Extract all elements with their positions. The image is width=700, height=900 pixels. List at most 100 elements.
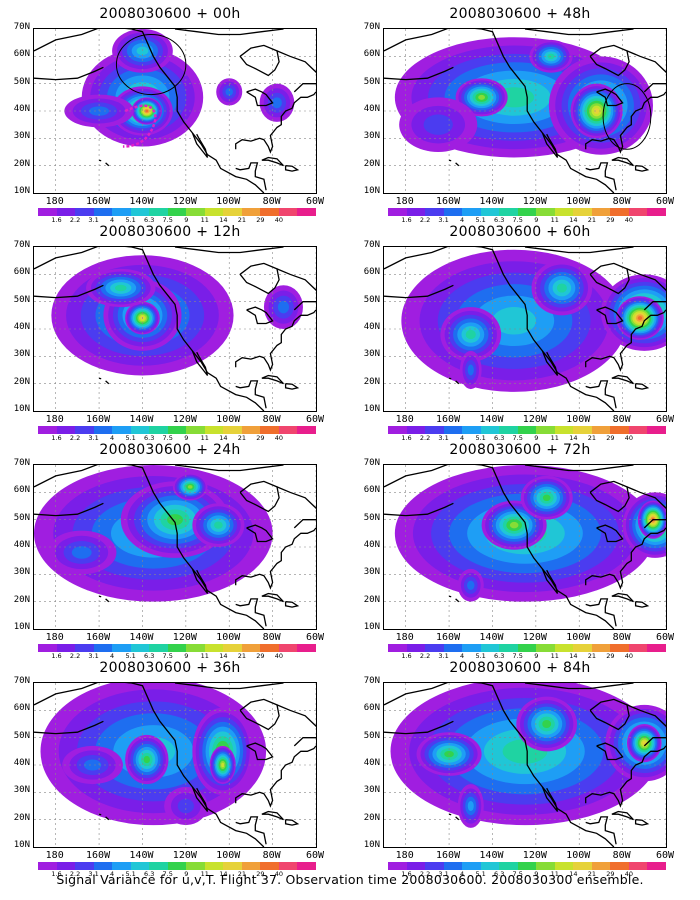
coastline: [611, 156, 634, 167]
coastline: [384, 683, 615, 847]
colorbar-swatch: [610, 644, 629, 652]
colorbar-tick-label: 1.6: [51, 434, 62, 442]
coastline: [596, 742, 624, 761]
colorbar-swatch: [149, 862, 168, 870]
variance-contour: [542, 720, 552, 728]
colorbar-tick-label: 6.3: [144, 216, 155, 224]
coastline: [98, 159, 102, 162]
colorbar-swatch: [425, 862, 444, 870]
colorbar-ticks: 1.6 2.2 3.1 4 5.1 6.3 7.5 9 11 14 21 29 40: [388, 434, 666, 444]
colorbar-swatch: [591, 644, 611, 652]
lat-tick-label: 10N: [363, 622, 380, 632]
colorbar-swatch: [297, 208, 316, 216]
lon-tick-label: 120W: [522, 632, 547, 643]
colorbar-swatch: [462, 862, 481, 870]
lat-tick-label: 10N: [363, 186, 380, 196]
colorbar-swatch: [462, 644, 481, 652]
coastline: [589, 698, 630, 731]
lon-tick-label: 120W: [172, 196, 197, 207]
lon-tick-label: 120W: [172, 632, 197, 643]
colorbar-ticks: 1.6 2.2 3.1 4 5.1 6.3 7.5 9 11 14 21 29 40: [38, 870, 316, 880]
colorbar-swatch: [406, 208, 426, 216]
variance-contour: [71, 546, 92, 559]
coastline: [191, 132, 209, 158]
colorbar-swatch: [149, 208, 168, 216]
colorbar-tick-label: 5.1: [475, 652, 486, 660]
lon-tick-label: 140W: [129, 632, 154, 643]
colorbar-tick-label: 2.2: [69, 870, 81, 878]
lon-tick-label: 100W: [566, 632, 591, 643]
coastline: [34, 66, 104, 81]
coastline: [455, 598, 460, 603]
lon-tick-label: 180: [45, 414, 64, 425]
colorbar-swatch: [554, 862, 574, 870]
map-plot-area: [383, 464, 667, 630]
colorbar-swatch: [278, 426, 298, 434]
flight-track: [122, 104, 157, 148]
colorbar-tick-label: 2.2: [419, 434, 431, 442]
colorbar-tick-label: 40: [624, 652, 634, 660]
variance-contour: [277, 300, 290, 314]
colorbar-swatch: [517, 426, 537, 434]
colorbar-swatch: [112, 426, 131, 434]
lat-tick-label: 20N: [363, 158, 380, 169]
lat-tick-label: 40N: [363, 758, 380, 768]
lon-tick-label: 60W: [305, 414, 325, 425]
colorbar-tick-label: 7.5: [162, 434, 173, 442]
colorbar-tick-label: 9: [534, 870, 539, 878]
coastline: [541, 568, 559, 594]
coastline: [34, 247, 265, 411]
lat-tick-label: 50N: [363, 76, 380, 87]
colorbar-tick-label: 11: [200, 434, 209, 442]
colorbar: [388, 644, 666, 652]
lon-tick-label: 180: [45, 196, 64, 207]
coastline: [541, 786, 559, 812]
variance-contour: [556, 283, 567, 293]
colorbar-swatch: [112, 862, 131, 870]
panel-title: 2008030600 + 48h: [449, 6, 591, 22]
colorbar-swatch: [499, 862, 518, 870]
lat-tick-label: 60N: [13, 49, 30, 60]
colorbar-tick-label: 4: [110, 870, 115, 878]
colorbar-tick-label: 11: [200, 870, 209, 878]
colorbar-swatch: [56, 426, 76, 434]
variance-contour: [187, 485, 193, 489]
colorbar-swatch: [591, 426, 611, 434]
coastline: [589, 262, 630, 295]
lat-tick-label: 30N: [13, 349, 30, 360]
colorbar-swatch: [499, 208, 518, 216]
colorbar-swatch: [112, 644, 131, 652]
map-svg: [34, 465, 316, 629]
colorbar-tick-label: 11: [550, 652, 559, 660]
coastline: [34, 284, 104, 299]
coastline: [585, 309, 666, 372]
coastline: [611, 374, 634, 385]
map-svg: [384, 465, 666, 629]
colorbar-tick-label: 3.1: [88, 870, 99, 878]
lon-tick-label: 180: [45, 632, 64, 643]
colorbar-tick-label: 1.6: [401, 216, 412, 224]
coastline: [455, 816, 460, 821]
target-region-circle: [115, 33, 187, 96]
colorbar-tick-label: 7.5: [162, 870, 173, 878]
colorbar-tick-label: 9: [184, 434, 189, 442]
map-plot-area: [33, 28, 317, 194]
coastline: [541, 350, 559, 376]
lat-tick-label: 50N: [13, 76, 30, 87]
lat-tick-label: 50N: [363, 512, 380, 523]
coastline: [524, 465, 634, 472]
colorbar-swatch: [56, 208, 76, 216]
lon-tick-label: 80W: [612, 414, 631, 425]
colorbar-swatch: [186, 426, 205, 434]
colorbar-tick-label: 29: [256, 434, 265, 442]
lat-tick-label: 30N: [363, 785, 380, 796]
coastline: [235, 745, 316, 808]
colorbar-swatch: [591, 208, 611, 216]
coastline: [34, 502, 104, 517]
colorbar-swatch: [278, 862, 298, 870]
colorbar-tick-label: 1.6: [401, 434, 412, 442]
colorbar-tick-label: 6.3: [494, 870, 505, 878]
lon-tick-label: 100W: [566, 414, 591, 425]
coastline: [448, 377, 452, 380]
map-panel: 2008030600 + 72h 70N 60N 50N 40N 30N 20N 10N 180…: [350, 442, 690, 660]
